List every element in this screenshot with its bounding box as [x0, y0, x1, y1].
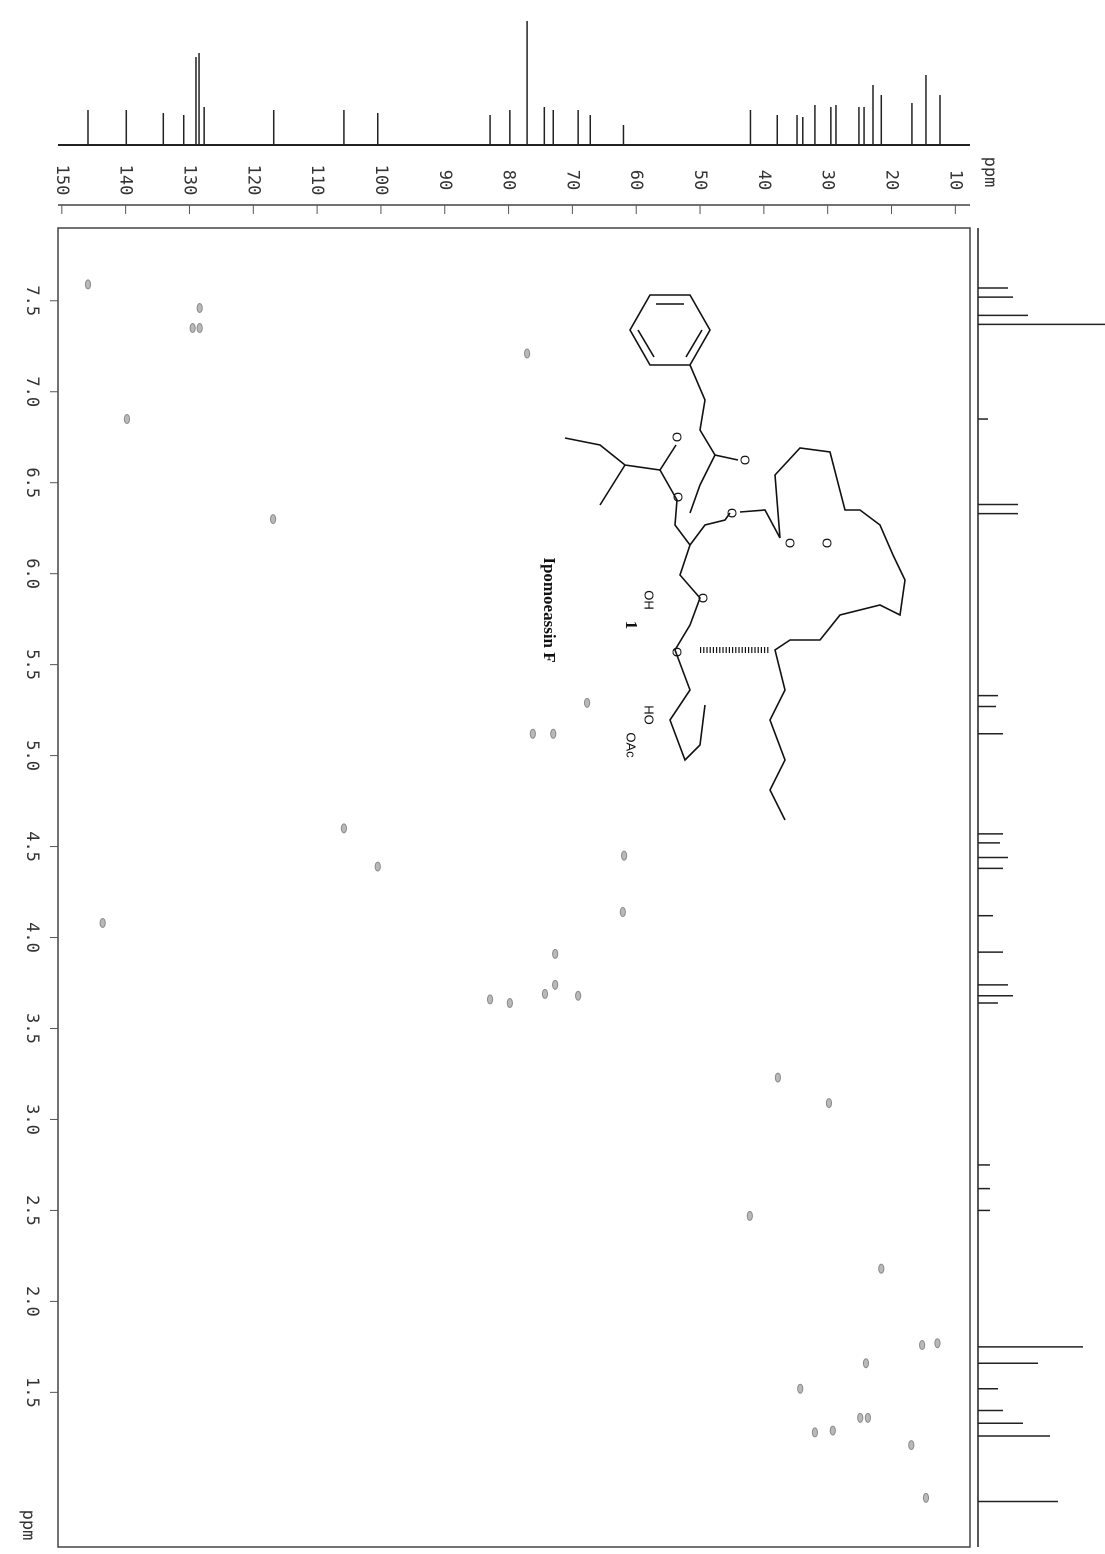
x-tick-label: 140	[116, 165, 136, 196]
x-tick-label: 50	[690, 170, 710, 190]
x-tick-label: 80	[499, 170, 519, 190]
y-tick-label: 6.0	[22, 558, 42, 589]
y-tick-label: 4.0	[22, 922, 42, 953]
cross-peak	[878, 1263, 885, 1274]
sugar-rings	[659, 469, 706, 762]
cross-peak	[908, 1440, 915, 1451]
y-tick-label: 7.5	[22, 285, 42, 316]
y-tick-label: 3.0	[22, 1104, 42, 1135]
y-tick-label: 4.5	[22, 831, 42, 862]
cross-peak	[862, 1358, 870, 1369]
compound-number: 1	[622, 621, 641, 630]
cross-peak	[529, 728, 536, 739]
cross-peak	[583, 697, 591, 708]
atom-label: O	[820, 538, 835, 548]
y-tick-label: 6.5	[22, 467, 42, 498]
cross-peak	[550, 728, 557, 739]
bond	[689, 512, 731, 546]
atom-label: O	[671, 492, 686, 502]
cross-peak	[84, 279, 92, 290]
cross-peak	[552, 979, 559, 990]
x-tick-label: 150	[52, 165, 72, 196]
structure	[564, 294, 906, 821]
bond	[637, 329, 655, 358]
atom-label: HO	[642, 705, 657, 725]
bond	[685, 329, 703, 358]
x-tick-label: 10	[945, 170, 965, 190]
x-tick-label: 100	[371, 165, 391, 196]
cross-peak	[619, 907, 626, 918]
bond-chain	[689, 364, 739, 461]
cross-peak	[196, 303, 203, 314]
cross-peak	[864, 1412, 871, 1423]
cross-peak	[774, 1072, 781, 1083]
x-tick-label: 90	[435, 170, 455, 190]
cross-peak	[523, 348, 531, 359]
atom-label: O	[725, 508, 740, 518]
atom-label: OAc	[624, 732, 639, 758]
atom-label: O	[670, 432, 685, 442]
cross-peak	[99, 917, 106, 928]
benzene-ring	[629, 294, 711, 366]
macrocycle-chain	[739, 447, 906, 821]
atom-label: O	[783, 538, 798, 548]
cross-peak	[620, 850, 628, 861]
plot-frame	[57, 227, 971, 1548]
y-tick-label: 5.5	[22, 649, 42, 680]
cross-peak	[196, 323, 203, 334]
y-tick-label: 3.5	[22, 1013, 42, 1044]
cross-peak	[797, 1383, 804, 1394]
x-axis-label: ppm	[980, 157, 1000, 188]
x-tick-label: 40	[754, 170, 774, 190]
cross-peak	[506, 998, 513, 1009]
x-tick-label: 110	[307, 165, 327, 196]
bond-chain	[564, 437, 677, 471]
cross-peak	[919, 1340, 926, 1351]
cross-peak	[575, 990, 582, 1001]
cross-peak	[123, 414, 131, 425]
cross-peak	[541, 988, 549, 999]
cross-peak	[825, 1098, 833, 1109]
bond-chain	[689, 454, 716, 514]
cross-peak	[552, 948, 559, 959]
atom-label: O	[670, 647, 685, 657]
y-tick-label: 5.0	[22, 740, 42, 771]
cross-peak	[829, 1425, 836, 1436]
cross-peak	[269, 514, 277, 525]
x-tick-label: 20	[882, 170, 902, 190]
y-tick-label: 2.5	[22, 1195, 42, 1226]
cross-peak	[486, 994, 494, 1005]
cross-peak	[746, 1210, 753, 1221]
y-axis-label: ppm	[18, 1510, 38, 1541]
cross-peak	[811, 1427, 819, 1438]
x-tick-label: 30	[818, 170, 838, 190]
x-tick-label: 70	[562, 170, 582, 190]
atom-label: OH	[642, 590, 657, 610]
cross-peak	[340, 823, 348, 834]
x-tick-label: 60	[626, 170, 646, 190]
cross-peak	[934, 1338, 941, 1349]
bond	[599, 464, 626, 506]
x-tick-label: 130	[179, 165, 199, 196]
cross-peak	[857, 1412, 864, 1423]
y-tick-label: 2.0	[22, 1286, 42, 1317]
compound-name: Ipomoeassin F	[540, 557, 559, 662]
atom-label: O	[738, 455, 753, 465]
cross-peak	[374, 861, 381, 872]
y-tick-label: 7.0	[22, 376, 42, 407]
atom-label: O	[696, 593, 711, 603]
cross-peak	[922, 1492, 930, 1503]
cross-peak	[189, 323, 196, 334]
x-tick-label: 120	[243, 165, 263, 196]
y-tick-label: 1.5	[22, 1377, 42, 1408]
